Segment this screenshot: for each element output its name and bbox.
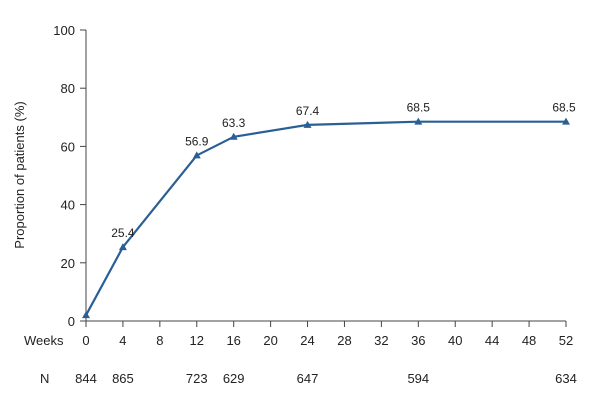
series-line — [84, 120, 568, 317]
data-label: 25.4 — [111, 226, 135, 240]
n-value: 634 — [555, 371, 577, 386]
x-tick-label: 32 — [374, 333, 388, 348]
data-point-marker — [303, 120, 312, 128]
x-tick-label: 0 — [82, 333, 89, 348]
y-tick-label: 40 — [61, 198, 75, 213]
x-tick-label: 24 — [300, 333, 314, 348]
n-value: 723 — [186, 371, 208, 386]
x-tick-label: 40 — [448, 333, 462, 348]
data-point-marker — [118, 243, 127, 251]
n-value: 594 — [407, 371, 429, 386]
x-tick-label: 36 — [411, 333, 425, 348]
data-label: 56.9 — [185, 134, 209, 148]
y-tick-label: 80 — [61, 81, 75, 96]
data-point-marker — [229, 132, 238, 140]
data-label: 63.3 — [222, 116, 246, 130]
data-point-marker — [192, 151, 201, 159]
x-tick-label: 20 — [263, 333, 277, 348]
data-label: 68.5 — [552, 101, 576, 115]
x-tick-label: 48 — [522, 333, 536, 348]
y-tick-label: 100 — [53, 23, 75, 38]
y-tick-label: 20 — [61, 256, 75, 271]
axes — [85, 30, 566, 322]
n-value: 844 — [75, 371, 97, 386]
data-label: 68.5 — [407, 101, 431, 115]
n-value: 629 — [223, 371, 245, 386]
n-row-label: N — [40, 371, 49, 386]
series: 25.4 56.9 63.3 67.4 68.5 68.5 — [82, 101, 576, 319]
data-label: 67.4 — [296, 104, 320, 118]
data-point-marker — [414, 117, 423, 125]
x-tick-label: 8 — [156, 333, 163, 348]
n-value: 865 — [112, 371, 134, 386]
y-tick-label: 60 — [61, 139, 75, 154]
x-ticks: 0 4 8 12 16 20 24 28 32 36 40 44 48 52 — [82, 321, 573, 348]
x-tick-label: 4 — [119, 333, 126, 348]
data-point-marker — [82, 311, 90, 319]
y-axis-label: Proportion of patients (%) — [12, 101, 27, 248]
n-value: 647 — [297, 371, 319, 386]
x-row-label-weeks: Weeks — [24, 333, 64, 348]
x-tick-label: 12 — [190, 333, 204, 348]
x-tick-label: 52 — [559, 333, 573, 348]
data-point-marker — [562, 117, 570, 125]
n-row: 844 865 723 629 647 594 634 — [75, 371, 577, 386]
x-tick-label: 28 — [337, 333, 351, 348]
x-tick-label: 44 — [485, 333, 499, 348]
y-tick-label: 0 — [68, 314, 75, 329]
y-ticks: 0 20 40 60 80 100 — [53, 23, 86, 329]
x-tick-label: 16 — [226, 333, 240, 348]
